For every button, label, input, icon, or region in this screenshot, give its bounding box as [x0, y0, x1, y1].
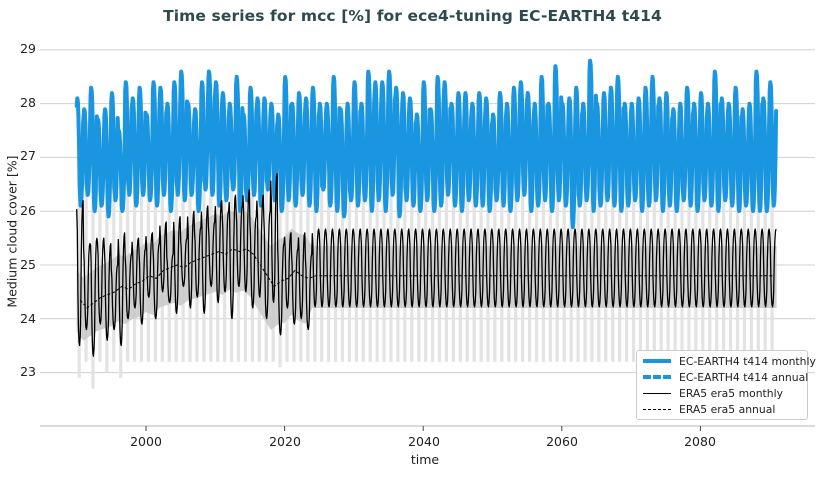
legend-item-era5-monthly: ERA5 era5 monthly: [643, 385, 783, 401]
legend-item-model-monthly: EC-EARTH4 t414 monthly: [643, 353, 816, 369]
y-tick-26: 26: [20, 203, 36, 218]
y-tick-29: 29: [20, 41, 36, 56]
y-tick-25: 25: [20, 257, 36, 272]
legend-label: EC-EARTH4 t414 annual: [679, 370, 809, 384]
legend-label: EC-EARTH4 t414 monthly: [679, 354, 816, 368]
x-tick-2060: 2060: [546, 434, 578, 449]
solid-line-swatch-icon: [643, 392, 671, 394]
spread-bands: [76, 178, 777, 389]
x-tick-2020: 2020: [269, 434, 301, 449]
chart-title: Time series for mcc [%] for ece4-tuning …: [163, 7, 662, 25]
series-lines: [74, 58, 779, 357]
x-axis: [40, 425, 815, 431]
y-tick-23: 23: [20, 364, 36, 379]
solid-line-swatch-icon: [643, 359, 671, 363]
y-tick-27: 27: [20, 148, 36, 163]
dashed-line-swatch-icon: [643, 408, 671, 410]
legend-item-model-annual: EC-EARTH4 t414 annual: [643, 369, 808, 385]
legend-label: ERA5 era5 annual: [679, 402, 776, 416]
dashed-line-swatch-icon: [643, 375, 671, 379]
x-tick-2080: 2080: [684, 434, 716, 449]
legend-item-era5-annual: ERA5 era5 annual: [643, 401, 775, 417]
x-tick-2000: 2000: [130, 434, 162, 449]
legend: EC-EARTH4 t414 monthly EC-EARTH4 t414 an…: [636, 350, 816, 420]
y-tick-28: 28: [20, 95, 36, 110]
y-tick-24: 24: [20, 311, 36, 326]
x-axis-label: time: [410, 452, 440, 467]
x-tick-2040: 2040: [408, 434, 440, 449]
y-axis-label: Medium cloud cover [%]: [4, 155, 20, 308]
legend-label: ERA5 era5 monthly: [679, 386, 784, 400]
